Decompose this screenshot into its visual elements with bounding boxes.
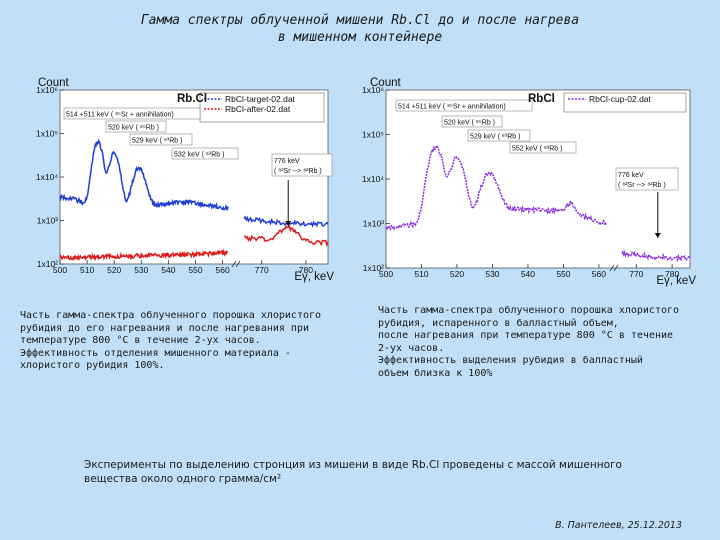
chart-title: RbCl (528, 93, 555, 105)
peak-annotation: 776 keV ( ⁸²Sr --> ⁸²Rb ) (271, 153, 333, 177)
axis-break-mark (231, 260, 237, 268)
annotation-box (105, 120, 167, 133)
peak-annotation: 514 +511 keV ( ⁸⁵Sr + annihilation) (63, 107, 201, 120)
annotation-box (129, 133, 193, 146)
page-title-line-1: Гамма спектры облученной мишени Rb.Cl до… (140, 13, 580, 28)
conclusion-text: Эксперименты по выделению стронция из ми… (84, 459, 622, 485)
series-line (59, 138, 329, 228)
axis-break-mark (609, 264, 615, 272)
right-chart-description: Часть гамма-спектра облученного порошка … (378, 305, 680, 379)
series-RbCl-cup-02.dat (385, 144, 691, 263)
annotation-label: 532 keV ( ⁸³Rb ) (174, 152, 224, 159)
page-title-line-2: в мишенном контейнере (277, 30, 443, 45)
annotation-box (171, 147, 239, 160)
left-chart-description: Часть гамма-спектра облученного порошка … (20, 310, 322, 371)
annotation-label: ( ⁸²Sr --> ⁸²Rb ) (274, 168, 322, 175)
annotation-label: 776 keV (618, 172, 644, 179)
peak-annotation: 552 keV ( ⁸³Rb ) (509, 141, 577, 154)
x-tick-label: 770 (255, 265, 269, 275)
x-tick-label: 500 (53, 265, 67, 275)
x-tick-label: 530 (485, 269, 499, 279)
peak-annotation: 529 keV ( ⁸³Rb ) (129, 133, 193, 146)
annotation-box (271, 153, 333, 177)
annotation-label: 552 keV ( ⁸³Rb ) (512, 146, 562, 153)
arrow-head (285, 221, 292, 226)
y-tick-label: 1x10³ (363, 219, 384, 229)
y-tick-label: 1x10⁶ (36, 85, 58, 95)
peak-annotation: 520 keV ( ⁸⁵Rb ) (441, 115, 503, 128)
annotation-box (63, 107, 201, 120)
annotation-box (395, 99, 533, 112)
x-tick-label: 770 (629, 269, 643, 279)
peak-annotation: 520 keV ( ⁸⁵Rb ) (105, 120, 167, 133)
series-RbCl-after-02.dat (59, 224, 329, 262)
axis-break-mark (613, 264, 619, 272)
series-line (59, 224, 329, 262)
axis-break-mark (235, 260, 241, 268)
arrow-head (654, 233, 661, 238)
series-line (385, 144, 691, 263)
x-tick-label: 780 (665, 269, 679, 279)
legend-box (199, 92, 325, 123)
y-tick-label: 1x10³ (37, 216, 58, 226)
annotation-box (441, 115, 503, 128)
x-tick-label: 510 (80, 265, 94, 275)
legend-entry: RbCl-after-02.dat (225, 104, 291, 114)
annotation-label: 529 keV ( ⁸³Rb ) (470, 134, 520, 141)
peak-annotation: 776 keV ( ⁸²Sr --> ⁸²Rb ) (615, 167, 679, 191)
x-axis-title: Eγ, keV (294, 271, 334, 283)
x-tick-label: 560 (215, 265, 229, 275)
x-tick-label: 550 (188, 265, 202, 275)
peak-annotation: 529 keV ( ⁸³Rb ) (467, 129, 531, 142)
legend: RbCl-cup-02.dat (563, 92, 687, 113)
annotation-label: ( ⁸²Sr --> ⁸²Rb ) (618, 182, 666, 189)
x-tick-label: 540 (161, 265, 175, 275)
chart-title: Rb.Cl (177, 93, 207, 105)
y-tick-label: 1x10⁴ (36, 172, 58, 182)
x-tick-label: 520 (450, 269, 464, 279)
annotation-label: 514 +511 keV ( ⁸⁵Sr + annihilation) (398, 104, 506, 111)
x-tick-label: 780 (299, 265, 313, 275)
arrow-776-kev (285, 180, 292, 226)
legend-entry: RbCl-target-02.dat (225, 94, 296, 104)
series-RbCl-target-02.dat (59, 138, 329, 228)
annotation-box (509, 141, 577, 154)
annotation-box (615, 167, 679, 191)
x-tick-label: 550 (556, 269, 570, 279)
x-tick-label: 560 (592, 269, 606, 279)
y-axis-title: Count (370, 77, 401, 89)
arrow-776-kev (654, 192, 661, 238)
legend-entry: RbCl-cup-02.dat (589, 94, 652, 104)
right-spectrum-chart: 1x10² 1x10³ 1x10⁴ 1x10⁵ 1x10⁶ 500 510 520 530 540… (362, 77, 696, 287)
x-tick-label: 540 (521, 269, 535, 279)
x-tick-label: 520 (107, 265, 121, 275)
legend-box (563, 92, 687, 113)
annotation-label: 776 keV (274, 158, 300, 165)
y-tick-label: 1x10⁵ (362, 130, 384, 140)
y-tick-label: 1x10⁵ (36, 129, 58, 139)
y-tick-label: 1x10² (363, 263, 384, 273)
page-title: Гамма спектры облученной мишени Rb.Cl до… (60, 12, 660, 46)
peak-annotation: 514 +511 keV ( ⁸⁵Sr + annihilation) (395, 99, 533, 112)
left-spectrum-chart: 1x10² 1x10³ 1x10⁴ 1x10⁵ 1x10⁶ 500 510 520 530 540… (36, 77, 334, 283)
annotation-label: 514 +511 keV ( ⁸⁵Sr + annihilation) (66, 112, 174, 119)
annotation-label: 529 keV ( ⁸³Rb ) (132, 138, 182, 145)
y-tick-label: 1x10² (37, 259, 58, 269)
annotation-label: 520 keV ( ⁸⁵Rb ) (108, 125, 159, 132)
y-tick-label: 1x10⁴ (362, 174, 384, 184)
x-tick-label: 510 (414, 269, 428, 279)
x-tick-label: 500 (379, 269, 393, 279)
x-axis-title: Eγ, keV (656, 275, 696, 287)
annotation-label: 520 keV ( ⁸⁵Rb ) (444, 120, 495, 127)
y-tick-label: 1x10⁶ (362, 85, 384, 95)
author-signature: В. Пантелеев, 25.12.2013 (555, 520, 682, 531)
annotation-box (467, 129, 531, 142)
peak-annotation: 532 keV ( ⁸³Rb ) (171, 147, 239, 160)
x-tick-label: 530 (134, 265, 148, 275)
y-axis-title: Count (38, 77, 69, 89)
